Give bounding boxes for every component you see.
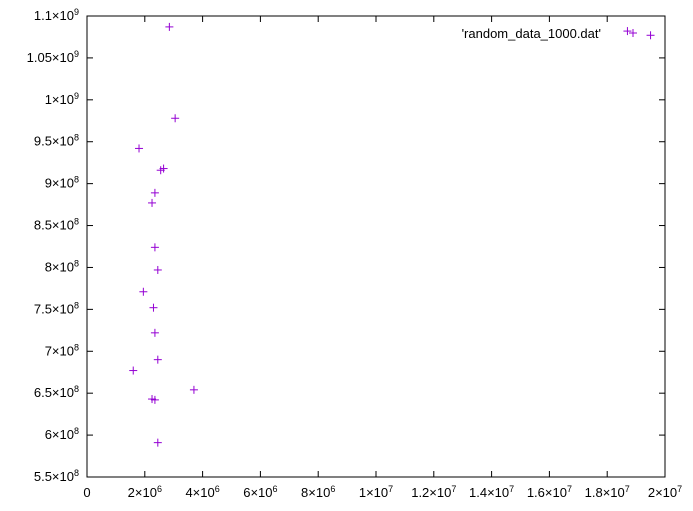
y-tick-label: 8×108 (45, 258, 79, 274)
data-point (148, 198, 157, 207)
data-point (150, 243, 159, 252)
legend-label: 'random_data_1000.dat' (462, 26, 601, 41)
data-point (153, 438, 162, 447)
data-point (153, 265, 162, 274)
y-tick-label: 1.05×109 (27, 49, 79, 65)
data-point (150, 328, 159, 337)
y-tick-label: 9×108 (45, 175, 79, 191)
data-point (149, 303, 158, 312)
y-tick-label: 1.1×109 (34, 7, 79, 23)
y-tick-label: 7×108 (45, 342, 79, 358)
data-point (150, 395, 159, 404)
data-point (135, 144, 144, 153)
legend-marker-plus (629, 29, 637, 37)
y-tick-label: 7.5×108 (34, 300, 79, 316)
data-point (646, 31, 655, 40)
y-tick-label: 1×109 (45, 91, 79, 107)
x-tick-label: 8×106 (301, 484, 335, 500)
y-tick-label: 6×108 (45, 426, 79, 442)
y-axis: 5.5×108 6×108 6.5×108 7×108 7.5×108 8×108 8.5×… (27, 7, 665, 484)
plot-frame (86, 15, 666, 478)
data-point (165, 22, 174, 31)
data-point (139, 287, 148, 296)
data-point (153, 355, 162, 364)
x-tick-label: 0 (83, 485, 90, 500)
x-tick-label: 1×107 (359, 484, 393, 500)
y-tick-label: 8.5×108 (34, 217, 79, 233)
x-tick-label: 1.8×107 (585, 484, 630, 500)
y-tick-label: 9.5×108 (34, 133, 79, 149)
x-tick-label: 2×106 (128, 484, 162, 500)
data-point (171, 114, 180, 123)
x-tick-label: 6×106 (243, 484, 277, 500)
y-tick-label: 6.5×108 (34, 384, 79, 400)
data-point (623, 27, 632, 36)
x-tick-label: 1.6×107 (527, 484, 572, 500)
y-tick-label: 5.5×108 (34, 468, 79, 484)
x-tick-label: 1.4×107 (469, 484, 514, 500)
data-point (129, 366, 138, 375)
x-tick-label: 1.2×107 (411, 484, 456, 500)
data-point (150, 188, 159, 197)
x-tick-label: 2×107 (648, 484, 682, 500)
x-tick-label: 4×106 (185, 484, 219, 500)
legend-marker (629, 29, 637, 37)
legend: 'random_data_1000.dat' (462, 26, 637, 41)
x-axis: 0 2×106 4×106 6×106 8×106 1×107 1.2×107 1.4×107… (83, 16, 682, 500)
data-points (129, 22, 655, 447)
data-point (159, 164, 168, 173)
data-point (189, 385, 198, 394)
